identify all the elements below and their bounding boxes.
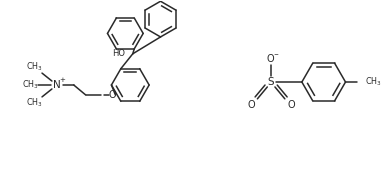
Text: $^{-}$: $^{-}$ — [273, 51, 279, 60]
Text: O: O — [247, 100, 255, 110]
Text: CH$_3$: CH$_3$ — [365, 76, 382, 88]
Text: CH$_3$: CH$_3$ — [22, 79, 39, 91]
Text: O: O — [266, 54, 274, 64]
Text: N: N — [53, 80, 61, 90]
Text: +: + — [59, 77, 65, 83]
Text: CH$_3$: CH$_3$ — [26, 61, 43, 73]
Text: CH$_3$: CH$_3$ — [26, 97, 43, 109]
Text: O: O — [287, 100, 295, 110]
Text: HO: HO — [112, 49, 125, 58]
Text: O: O — [109, 90, 116, 100]
Text: S: S — [268, 77, 274, 87]
